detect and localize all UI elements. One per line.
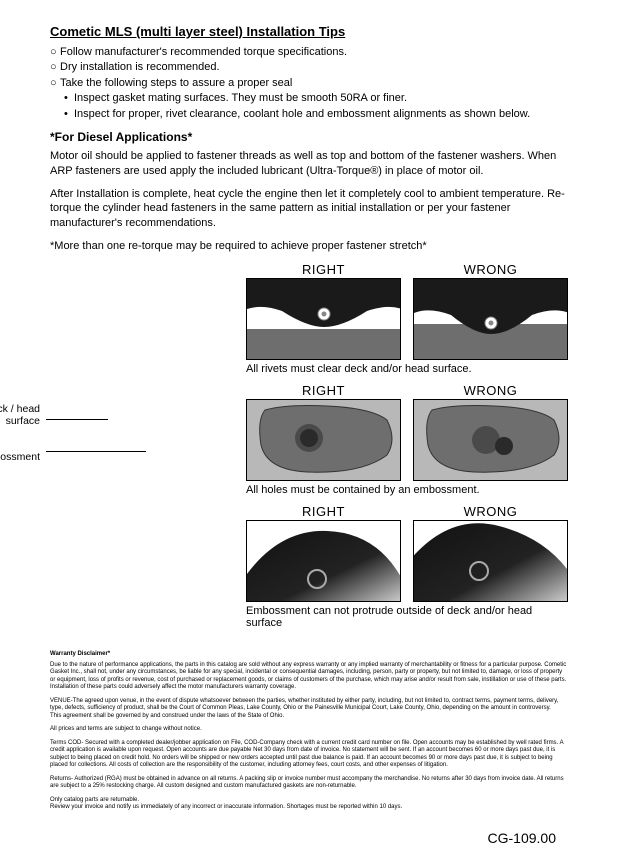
diesel-para: After Installation is complete, heat cyc… [50, 187, 568, 232]
diagram-row-rivets: RIGHT WRONG [50, 262, 568, 375]
side-label-coolant: coolant hole on deck / head surface [0, 403, 40, 427]
label-wrong: WRONG [413, 383, 568, 398]
caption-rivets: All rivets must clear deck and/or head s… [246, 363, 568, 375]
disclaimer-para: VENUE-The agreed upon venue, in the even… [50, 698, 568, 721]
bullet-subitem: •Inspect gasket mating surfaces. They mu… [50, 91, 568, 106]
diesel-para: Motor oil should be applied to fastener … [50, 149, 568, 179]
disclaimer-para: Returns- Authorized (RGA) must be obtain… [50, 776, 568, 791]
bullet-item: ○Dry installation is recommended. [50, 60, 568, 75]
bullet-text: Inspect for proper, rivet clearance, coo… [74, 107, 530, 122]
bullet-item: ○Take the following steps to assure a pr… [50, 76, 568, 91]
bullet-text: Follow manufacturer's recommended torque… [60, 45, 347, 60]
diagram-rivet-right [246, 278, 401, 360]
disclaimer-block: Warranty Disclaimer* Due to the nature o… [50, 651, 568, 812]
label-right: RIGHT [246, 383, 401, 398]
diagram-section: RIGHT WRONG [50, 262, 568, 629]
page-number: CG-109.00 [50, 830, 568, 846]
disclaimer-para: Due to the nature of performance applica… [50, 662, 568, 692]
diagram-emb-wrong [413, 520, 568, 602]
diagram-emb-right [246, 520, 401, 602]
diesel-para: *More than one re-torque may be required… [50, 239, 568, 254]
bullet-list: ○Follow manufacturer's recommended torqu… [50, 45, 568, 122]
diagram-row-embossment: RIGHT WRONG [50, 504, 568, 629]
disclaimer-para: All prices and terms are subject to chan… [50, 726, 568, 734]
diesel-heading: *For Diesel Applications* [50, 130, 568, 144]
side-label-embossment: gasket embossment [0, 451, 40, 463]
disclaimer-heading: Warranty Disclaimer* [50, 651, 568, 659]
side-label-group: coolant hole on deck / head surface gask… [0, 403, 40, 487]
leader-line [46, 419, 108, 420]
diagram-hole-wrong [413, 399, 568, 481]
leader-line [46, 451, 146, 452]
bullet-subitem: •Inspect for proper, rivet clearance, co… [50, 107, 568, 122]
diagram-row-holes: coolant hole on deck / head surface gask… [50, 383, 568, 496]
diagram-rivet-wrong [413, 278, 568, 360]
label-right: RIGHT [246, 262, 401, 277]
label-wrong: WRONG [413, 262, 568, 277]
bullet-text: Inspect gasket mating surfaces. They mus… [74, 91, 407, 106]
page-title: Cometic MLS (multi layer steel) Installa… [50, 24, 568, 39]
label-right: RIGHT [246, 504, 401, 519]
caption-holes: All holes must be contained by an emboss… [246, 484, 568, 496]
bullet-text: Dry installation is recommended. [60, 60, 220, 75]
caption-embossment: Embossment can not protrude outside of d… [246, 605, 536, 629]
diagram-hole-right [246, 399, 401, 481]
label-wrong: WRONG [413, 504, 568, 519]
bullet-item: ○Follow manufacturer's recommended torqu… [50, 45, 568, 60]
bullet-text: Take the following steps to assure a pro… [60, 76, 292, 91]
disclaimer-para: Only catalog parts are returnable.Review… [50, 797, 568, 812]
disclaimer-para: Terms COD- Secured with a completed deal… [50, 740, 568, 770]
